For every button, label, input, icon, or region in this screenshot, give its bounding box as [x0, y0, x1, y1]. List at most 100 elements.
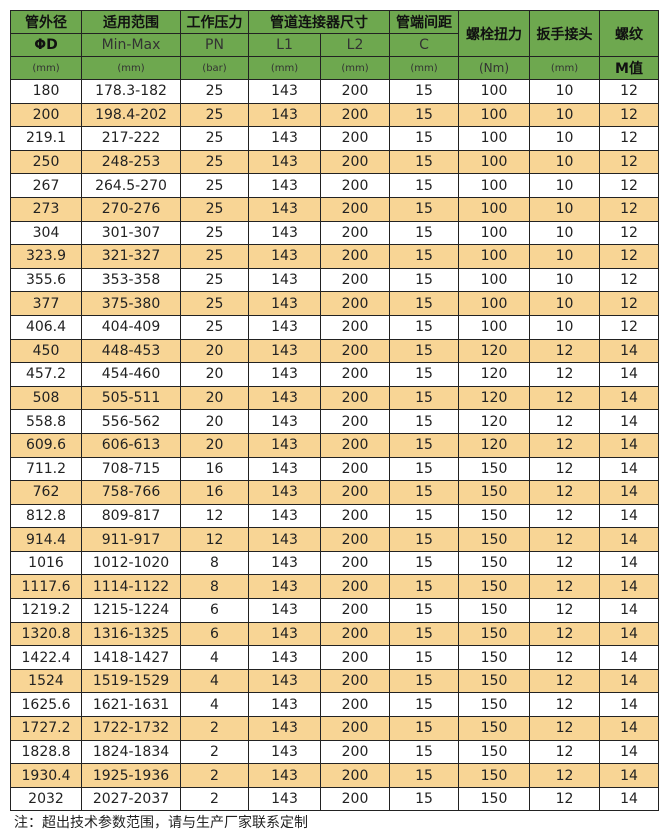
table-cell: 200	[320, 267, 390, 293]
table-cell: 12	[529, 786, 600, 812]
table-cell: 120	[458, 338, 530, 364]
table-cell: 12	[599, 79, 659, 104]
table-cell: 1320.8	[10, 621, 82, 647]
table-cell: 558.8	[10, 409, 82, 434]
table-cell: 264.5-270	[81, 173, 181, 198]
table-cell: 25	[180, 291, 249, 316]
table-cell: 12	[180, 503, 249, 529]
table-cell: 15	[389, 763, 459, 788]
unit: (mm)	[529, 56, 600, 80]
table-cell: 15	[389, 385, 459, 411]
table-cell: 150	[458, 480, 530, 505]
table-cell: 12	[529, 338, 600, 364]
table-cell: 200	[320, 432, 390, 458]
table-cell: 2	[180, 739, 249, 765]
table-cell: 6	[180, 598, 249, 623]
table-cell: 1824-1834	[81, 739, 181, 765]
table-cell: 143	[248, 244, 321, 269]
table-cell: 1422.4	[10, 645, 82, 670]
table-cell: 25	[180, 102, 249, 128]
table-cell: 4	[180, 668, 249, 694]
table-cell: 200	[320, 786, 390, 812]
table-cell: 200	[320, 550, 390, 576]
table-cell: 762	[10, 480, 82, 505]
table-cell: 12	[599, 291, 659, 316]
table-cell: 448-453	[81, 338, 181, 364]
table-cell: 14	[599, 456, 659, 482]
table-cell: 4	[180, 692, 249, 718]
table-cell: 200	[320, 126, 390, 151]
table-cell: 12	[599, 102, 659, 128]
table-cell: 150	[458, 786, 530, 812]
table-cell: 2	[180, 763, 249, 788]
table-cell: 100	[458, 173, 530, 198]
table-cell: 12	[599, 244, 659, 269]
table-row: 377 375-380 25 143 200 15 100 10 12	[10, 291, 659, 316]
table-row: 508 505-511 20 143 200 15 120 12 14	[10, 385, 659, 411]
table-cell: 2032	[10, 786, 82, 812]
table-cell: 321-327	[81, 244, 181, 269]
table-cell: 200	[320, 763, 390, 788]
table-cell: 200	[320, 314, 390, 340]
table-cell: 10	[529, 79, 600, 104]
table-cell: 404-409	[81, 314, 181, 340]
table-cell: 20	[180, 385, 249, 411]
unit: (mm)	[10, 56, 82, 80]
table-cell: 15	[389, 409, 459, 434]
header-min-max: Min-Max	[81, 33, 181, 57]
table-cell: 150	[458, 527, 530, 552]
table-cell: 200	[320, 692, 390, 718]
table-cell: 150	[458, 645, 530, 670]
header-l1: L1	[248, 33, 321, 57]
table-cell: 12	[529, 716, 600, 741]
table-cell: 150	[458, 621, 530, 647]
table-cell: 15	[389, 196, 459, 222]
table-cell: 25	[180, 79, 249, 104]
table-cell: 15	[389, 668, 459, 694]
table-cell: 377	[10, 291, 82, 316]
table-cell: 150	[458, 692, 530, 718]
table-cell: 12	[529, 503, 600, 529]
table-row: 762 758-766 16 143 200 15 150 12 14	[10, 480, 659, 505]
table-cell: 143	[248, 338, 321, 364]
table-cell: 12	[529, 621, 600, 647]
table-cell: 100	[458, 79, 530, 104]
table-cell: 505-511	[81, 385, 181, 411]
table-cell: 10	[529, 102, 600, 128]
header-bolt-torque: 螺栓扭力	[458, 10, 530, 57]
table-cell: 20	[180, 409, 249, 434]
table-row: 1930.4 1925-1936 2 143 200 15 150 12 14	[10, 763, 659, 788]
table-cell: 812.8	[10, 503, 82, 529]
table-row: 1016 1012-1020 8 143 200 15 150 12 14	[10, 550, 659, 576]
table-cell: 100	[458, 267, 530, 293]
table-cell: 143	[248, 385, 321, 411]
table-row: 250 248-253 25 143 200 15 100 10 12	[10, 149, 659, 175]
table-cell: 12	[529, 763, 600, 788]
table-cell: 200	[320, 362, 390, 387]
header-pipe-gap: 管端间距	[389, 10, 459, 34]
table-cell: 150	[458, 716, 530, 741]
table-cell: 180	[10, 79, 82, 104]
table-cell: 143	[248, 598, 321, 623]
table-cell: 100	[458, 196, 530, 222]
table-cell: 454-460	[81, 362, 181, 387]
table-cell: 150	[458, 456, 530, 482]
table-cell: 143	[248, 102, 321, 128]
table-cell: 12	[529, 550, 600, 576]
table-cell: 200	[320, 574, 390, 600]
table-cell: 2	[180, 716, 249, 741]
footnote: 注：超出技术参数范围，请与生产厂家联系定制	[14, 815, 308, 831]
table-cell: 143	[248, 291, 321, 316]
table-cell: 14	[599, 786, 659, 812]
table-cell: 143	[248, 456, 321, 482]
table-row: 1524 1519-1529 4 143 200 15 150 12 14	[10, 668, 659, 694]
table-cell: 12	[529, 409, 600, 434]
header-pn: PN	[180, 33, 249, 57]
table-cell: 200	[320, 173, 390, 198]
table-cell: 200	[320, 645, 390, 670]
table-cell: 20	[180, 338, 249, 364]
table-cell: 10	[529, 291, 600, 316]
table-cell: 25	[180, 244, 249, 269]
table-cell: 15	[389, 126, 459, 151]
table-cell: 12	[529, 692, 600, 718]
